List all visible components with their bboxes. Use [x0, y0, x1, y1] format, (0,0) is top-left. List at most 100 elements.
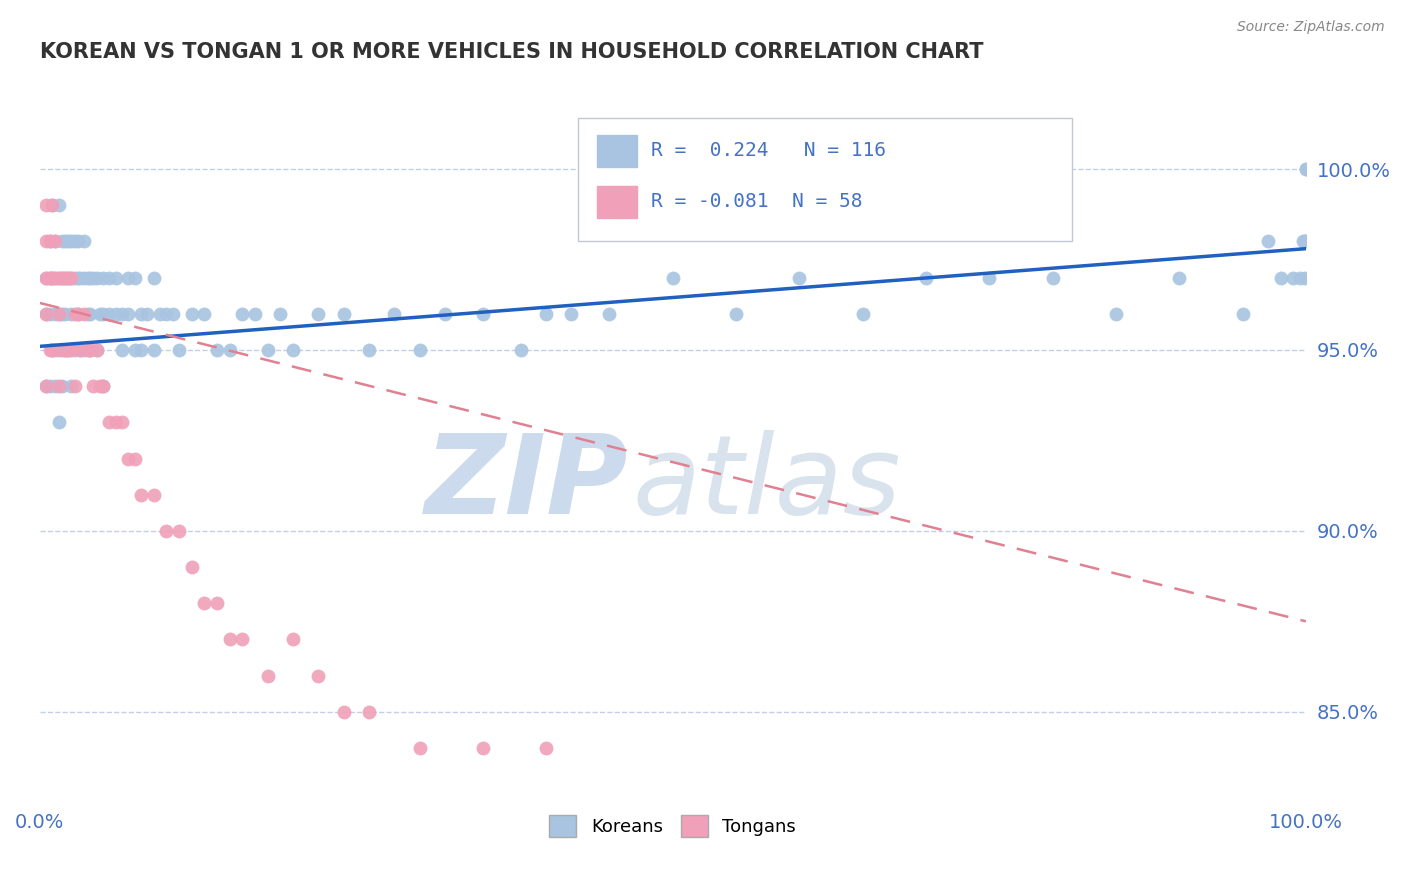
Point	[598, 307, 620, 321]
Point	[60, 343, 83, 357]
Point	[66, 235, 89, 249]
Point	[41, 198, 63, 212]
Point	[38, 235, 60, 249]
Point	[44, 235, 66, 249]
Point	[63, 270, 86, 285]
Point	[41, 270, 63, 285]
Point	[111, 415, 134, 429]
Point	[73, 270, 96, 285]
Point	[73, 235, 96, 249]
Point	[69, 343, 91, 357]
Point	[218, 343, 240, 357]
Point	[76, 270, 98, 285]
Point	[41, 343, 63, 357]
Point	[155, 307, 177, 321]
Point	[41, 270, 63, 285]
Text: R = -0.081  N = 58: R = -0.081 N = 58	[651, 192, 863, 211]
Point	[60, 235, 83, 249]
Point	[124, 451, 146, 466]
Point	[142, 343, 165, 357]
Point	[307, 668, 329, 682]
Point	[205, 596, 228, 610]
Point	[79, 270, 101, 285]
Point	[534, 307, 557, 321]
Point	[167, 524, 190, 538]
Point	[332, 307, 354, 321]
Point	[1168, 270, 1191, 285]
Point	[51, 379, 73, 393]
Point	[243, 307, 266, 321]
Point	[193, 307, 215, 321]
Point	[789, 270, 811, 285]
Text: atlas: atlas	[633, 430, 901, 537]
Point	[38, 270, 60, 285]
Point	[53, 235, 76, 249]
Point	[534, 741, 557, 756]
Point	[98, 270, 121, 285]
Point	[53, 270, 76, 285]
Point	[35, 307, 58, 321]
Point	[51, 270, 73, 285]
Point	[193, 596, 215, 610]
Point	[69, 270, 91, 285]
Point	[44, 270, 66, 285]
Point	[44, 270, 66, 285]
Point	[117, 307, 139, 321]
Point	[63, 307, 86, 321]
Point	[91, 270, 114, 285]
Point	[180, 560, 202, 574]
Point	[725, 307, 748, 321]
Point	[73, 343, 96, 357]
Point	[256, 668, 278, 682]
Point	[180, 307, 202, 321]
Point	[89, 379, 111, 393]
Point	[256, 343, 278, 357]
Text: R =  0.224   N = 116: R = 0.224 N = 116	[651, 142, 886, 161]
Point	[66, 307, 89, 321]
Point	[79, 307, 101, 321]
Point	[307, 307, 329, 321]
Point	[129, 307, 152, 321]
Point	[76, 343, 98, 357]
Point	[1294, 235, 1316, 249]
Point	[53, 343, 76, 357]
Point	[86, 343, 108, 357]
Point	[155, 524, 177, 538]
Point	[104, 415, 127, 429]
Point	[1042, 270, 1064, 285]
Point	[41, 198, 63, 212]
Point	[979, 270, 1001, 285]
Point	[76, 307, 98, 321]
Point	[433, 307, 456, 321]
Point	[1295, 235, 1317, 249]
Text: Source: ZipAtlas.com: Source: ZipAtlas.com	[1237, 20, 1385, 34]
Point	[60, 270, 83, 285]
Point	[471, 741, 494, 756]
Point	[38, 343, 60, 357]
Point	[79, 343, 101, 357]
Point	[560, 307, 582, 321]
Point	[38, 379, 60, 393]
Point	[408, 343, 430, 357]
Point	[124, 270, 146, 285]
Point	[60, 270, 83, 285]
Point	[149, 307, 172, 321]
Point	[1292, 235, 1315, 249]
Point	[1270, 270, 1292, 285]
Point	[63, 379, 86, 393]
Point	[35, 235, 58, 249]
Point	[98, 307, 121, 321]
Point	[82, 270, 104, 285]
Point	[357, 343, 380, 357]
Point	[91, 379, 114, 393]
Point	[852, 307, 875, 321]
Point	[48, 379, 70, 393]
Point	[51, 270, 73, 285]
Point	[117, 451, 139, 466]
Point	[281, 632, 304, 647]
Point	[56, 343, 79, 357]
Point	[56, 235, 79, 249]
Point	[382, 307, 405, 321]
Point	[35, 270, 58, 285]
Bar	[596, 135, 637, 167]
